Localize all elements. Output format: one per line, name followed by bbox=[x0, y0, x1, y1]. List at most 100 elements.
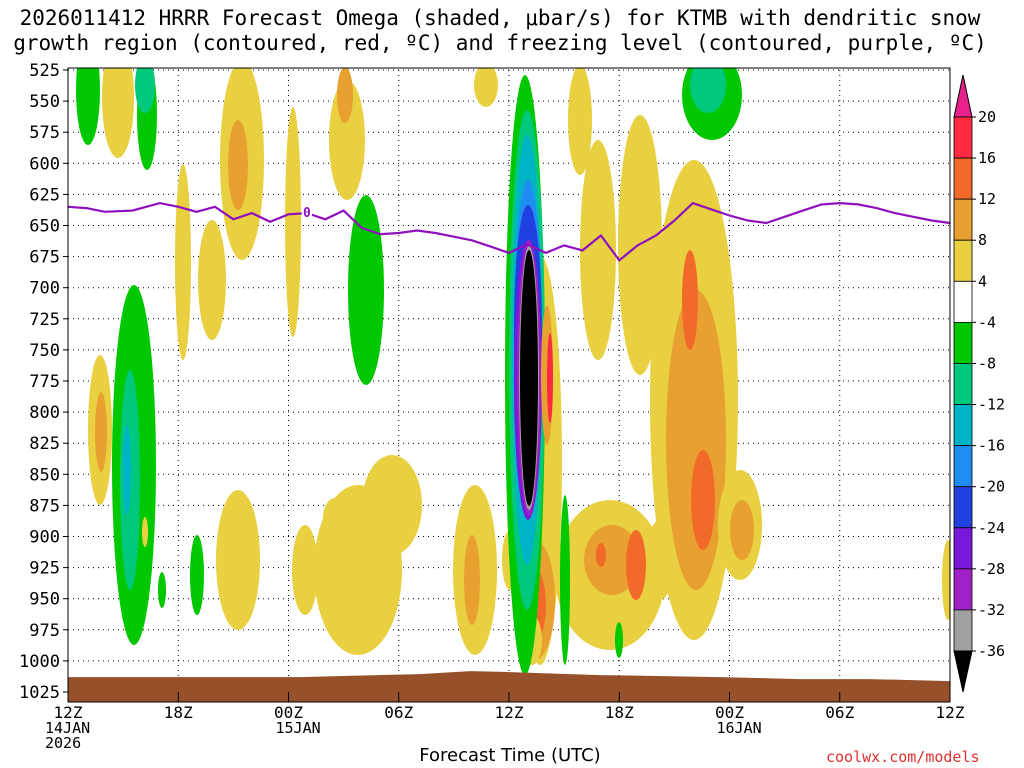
omega-region bbox=[135, 68, 155, 113]
colorbar-label: -32 bbox=[978, 601, 1005, 619]
colorbar-label: -4 bbox=[978, 313, 996, 331]
y-tick-label: 625 bbox=[29, 185, 60, 205]
omega-region bbox=[123, 425, 131, 515]
omega-region bbox=[190, 535, 204, 615]
x-tick-label: 18Z bbox=[164, 703, 193, 722]
colorbar-top-arrow bbox=[953, 74, 973, 118]
omega-region bbox=[547, 333, 553, 423]
y-tick-label: 650 bbox=[29, 217, 60, 237]
omega-region bbox=[666, 290, 726, 590]
colorbar-label: -8 bbox=[978, 354, 996, 372]
omega-region bbox=[362, 455, 422, 555]
omega-region bbox=[175, 164, 191, 360]
x-tick-label: 00Z bbox=[715, 703, 744, 722]
colorbar-label: 20 bbox=[978, 108, 996, 126]
omega-region bbox=[626, 530, 646, 600]
y-tick-label: 875 bbox=[29, 496, 60, 516]
freezing-level-line bbox=[68, 201, 950, 262]
omega-region bbox=[464, 535, 480, 625]
x-tick-label: 06Z bbox=[384, 703, 413, 722]
y-tick-label: 575 bbox=[29, 123, 60, 143]
colorbar-bin bbox=[953, 321, 973, 364]
omega-region bbox=[560, 495, 570, 665]
omega-region bbox=[474, 68, 498, 107]
credit-text[interactable]: coolwx.com/models bbox=[826, 748, 980, 766]
omega-region bbox=[520, 250, 538, 506]
colorbar-bin bbox=[953, 198, 973, 241]
freezing-level-label-bg bbox=[301, 205, 312, 220]
colorbar-label: 12 bbox=[978, 190, 996, 208]
x-tick-label: 14JAN bbox=[45, 719, 90, 737]
y-tick-label: 725 bbox=[29, 310, 60, 330]
omega-region bbox=[568, 68, 592, 175]
omega-region bbox=[285, 107, 301, 337]
y-tick-label: 975 bbox=[29, 621, 60, 641]
x-tick-label: 15JAN bbox=[276, 719, 321, 737]
y-axis: 525 550 575 600 625 650 675 700 725 750 775 800 825 8… bbox=[19, 61, 68, 703]
omega-shading bbox=[76, 68, 950, 675]
x-tick-label: 2026 bbox=[45, 734, 81, 752]
omega-region bbox=[730, 500, 754, 560]
colorbar-label: 16 bbox=[978, 149, 996, 167]
colorbar-bin bbox=[953, 404, 973, 447]
omega-region bbox=[580, 140, 616, 360]
colorbar-label: -12 bbox=[978, 396, 1005, 414]
y-tick-label: 600 bbox=[29, 154, 60, 174]
y-tick-label: 900 bbox=[29, 528, 60, 548]
y-tick-label: 1000 bbox=[19, 652, 60, 672]
omega-region bbox=[691, 450, 715, 550]
colorbar-bin bbox=[953, 568, 973, 611]
omega-region bbox=[158, 572, 166, 608]
colorbar-label: -24 bbox=[978, 519, 1005, 537]
omega-region bbox=[102, 68, 134, 158]
omega-region bbox=[646, 520, 674, 600]
x-axis-title: Forecast Time (UTC) bbox=[419, 745, 601, 766]
omega-region bbox=[942, 540, 950, 620]
omega-region bbox=[682, 250, 698, 350]
colorbar-bin bbox=[953, 527, 973, 570]
omega-region bbox=[142, 517, 148, 547]
y-tick-label: 525 bbox=[29, 61, 60, 81]
colorbar-label: 4 bbox=[978, 272, 987, 290]
colorbar-bin bbox=[953, 239, 973, 282]
colorbar-label: -20 bbox=[978, 478, 1005, 496]
omega-region bbox=[584, 525, 640, 595]
y-tick-label: 775 bbox=[29, 372, 60, 392]
colorbar-bin bbox=[953, 157, 973, 200]
y-tick-label: 925 bbox=[29, 559, 60, 579]
colorbar: 20 16 12 8 4 -4 -8 -12 -16 -20 -24 -28 -32 -36 bbox=[953, 74, 1005, 693]
omega-region bbox=[615, 622, 623, 658]
omega-region bbox=[95, 392, 107, 472]
y-tick-label: 1025 bbox=[19, 683, 60, 703]
freezing-level-layer: 0 bbox=[68, 201, 950, 262]
y-tick-label: 750 bbox=[29, 341, 60, 361]
omega-region bbox=[596, 543, 606, 567]
colorbar-bottom-arrow bbox=[953, 650, 973, 693]
omega-region bbox=[76, 68, 100, 145]
x-tick-label: 06Z bbox=[825, 703, 854, 722]
omega-region bbox=[198, 220, 226, 340]
x-tick-label: 12Z bbox=[54, 703, 83, 722]
omega-region bbox=[216, 490, 260, 630]
y-tick-label: 850 bbox=[29, 465, 60, 485]
colorbar-label: -36 bbox=[978, 642, 1005, 660]
x-tick-label: 00Z bbox=[274, 703, 303, 722]
omega-region bbox=[690, 68, 726, 113]
colorbar-bin bbox=[953, 116, 973, 159]
y-tick-label: 675 bbox=[29, 248, 60, 268]
colorbar-label: -16 bbox=[978, 437, 1005, 455]
colorbar-bin bbox=[953, 363, 973, 405]
x-tick-label: 12Z bbox=[495, 703, 524, 722]
chart-title-line-2: growth region (contoured, red, ºC) and f… bbox=[13, 31, 987, 55]
freezing-level-label: 0 bbox=[303, 206, 311, 221]
y-tick-label: 700 bbox=[29, 279, 60, 299]
colorbar-bin bbox=[953, 486, 973, 529]
omega-region bbox=[329, 80, 365, 200]
x-tick-label: 16JAN bbox=[717, 719, 762, 737]
colorbar-label: 8 bbox=[978, 231, 987, 249]
omega-region bbox=[228, 120, 248, 210]
chart-title-line-1: 2026011412 HRRR Forecast Omega (shaded, … bbox=[19, 6, 981, 30]
omega-region bbox=[337, 68, 353, 123]
